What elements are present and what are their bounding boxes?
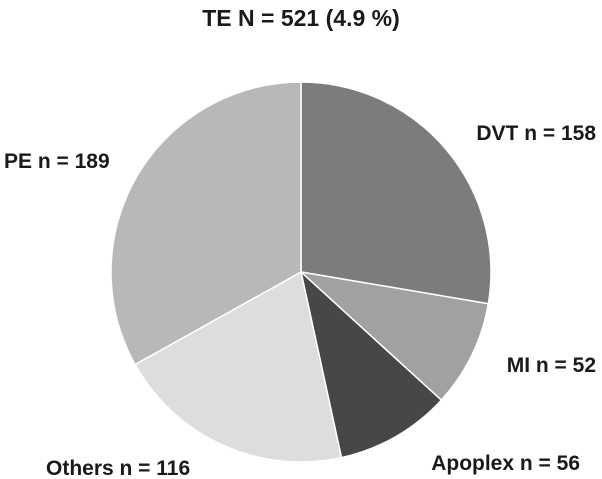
pie-slice-pe — [110, 81, 302, 366]
slice-label-dvt: DVT n = 158 — [476, 122, 596, 145]
slice-label-pe: PE n = 189 — [4, 150, 110, 173]
pie-slice-others — [134, 270, 343, 463]
slice-labels: DVT n = 158 MI n = 52 Apoplex n = 56 Others… — [4, 122, 596, 479]
pie-slice-apoplex — [299, 269, 443, 459]
slice-label-mi: MI n = 52 — [507, 354, 596, 377]
pie-slices — [110, 81, 492, 463]
pie-slice-mi — [298, 270, 490, 402]
pie-slice-dvt — [300, 81, 492, 305]
slice-label-apoplex: Apoplex n = 56 — [431, 452, 580, 475]
chart-title: TE N = 521 (4.9 %) — [202, 5, 400, 31]
slice-label-others: Others n = 116 — [46, 457, 190, 479]
